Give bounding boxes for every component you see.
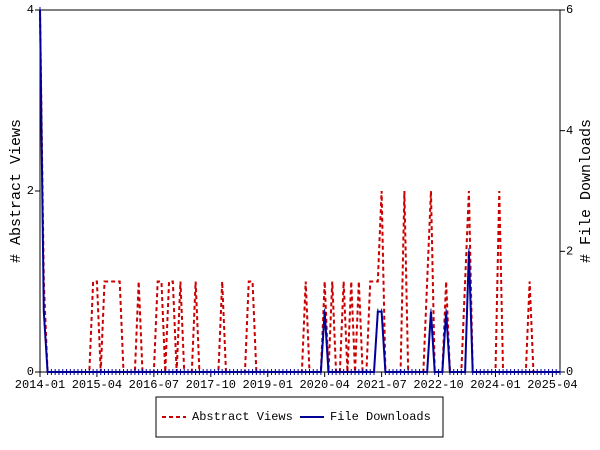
legend-label: File Downloads — [330, 410, 431, 424]
x-tick-label: 2016-07 — [129, 378, 179, 392]
y-axis-label: # Abstract Views — [8, 119, 25, 263]
series-line — [39, 9, 560, 373]
x-tick-label: 2017-10 — [186, 378, 236, 392]
y2-tick-label: 6 — [566, 3, 573, 17]
x-tick-label: 2024-01 — [470, 378, 520, 392]
x-tick-label: 2014-01 — [15, 378, 65, 392]
y-tick-label: 4 — [27, 3, 34, 17]
x-tick-label: 2022-10 — [413, 378, 463, 392]
x-tick-label: 2020-04 — [299, 378, 349, 392]
x-tick-label: 2019-01 — [243, 378, 293, 392]
x-tick-label: 2021-07 — [356, 378, 406, 392]
x-tick-label: 2025-04 — [527, 378, 577, 392]
legend-label: Abstract Views — [192, 410, 293, 424]
legend — [155, 396, 444, 438]
x-tick-label: 2015-04 — [72, 378, 122, 392]
y2-tick-label: 2 — [566, 245, 573, 259]
y2-tick-label: 4 — [566, 124, 573, 138]
y2-tick-label: 0 — [566, 365, 573, 379]
plot-frame — [39, 9, 561, 373]
series-line — [39, 9, 560, 373]
y2-axis-label: # File Downloads — [578, 119, 595, 263]
y-tick-label: 0 — [27, 365, 34, 379]
y-tick-label: 2 — [27, 184, 34, 198]
